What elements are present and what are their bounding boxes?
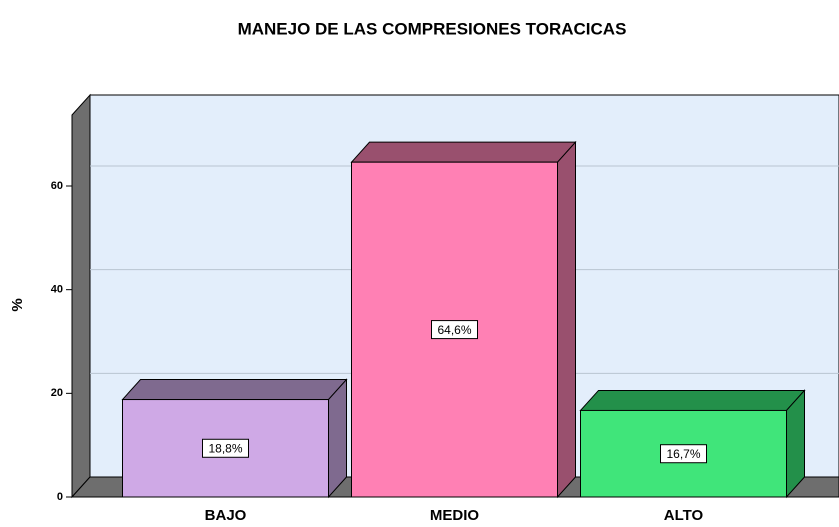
x-tick-label: ALTO (664, 507, 704, 524)
y-tick-label: 20 (51, 387, 63, 399)
value-label-box (660, 444, 707, 464)
chart-title: MANEJO DE LAS COMPRESIONES TORACICAS (238, 19, 627, 38)
y-axis-label: % (9, 298, 26, 311)
value-label: 18,8% (208, 441, 242, 455)
y-tick-label: 0 (57, 491, 63, 503)
value-label: 16,7% (666, 447, 700, 461)
x-tick-label: BAJO (205, 507, 247, 524)
bar-top (350, 141, 577, 163)
y-tick-label: 40 (51, 284, 63, 296)
bar-side (557, 140, 576, 499)
bar-top (579, 389, 806, 411)
x-tick-label: MEDIO (430, 507, 480, 524)
y-tick-label: 60 (51, 180, 63, 192)
side-wall (71, 93, 91, 499)
bar-top (121, 379, 348, 401)
value-label-box (431, 320, 478, 340)
value-label-box (202, 438, 249, 458)
value-label: 64,6% (437, 323, 471, 337)
bar-side (328, 378, 347, 499)
